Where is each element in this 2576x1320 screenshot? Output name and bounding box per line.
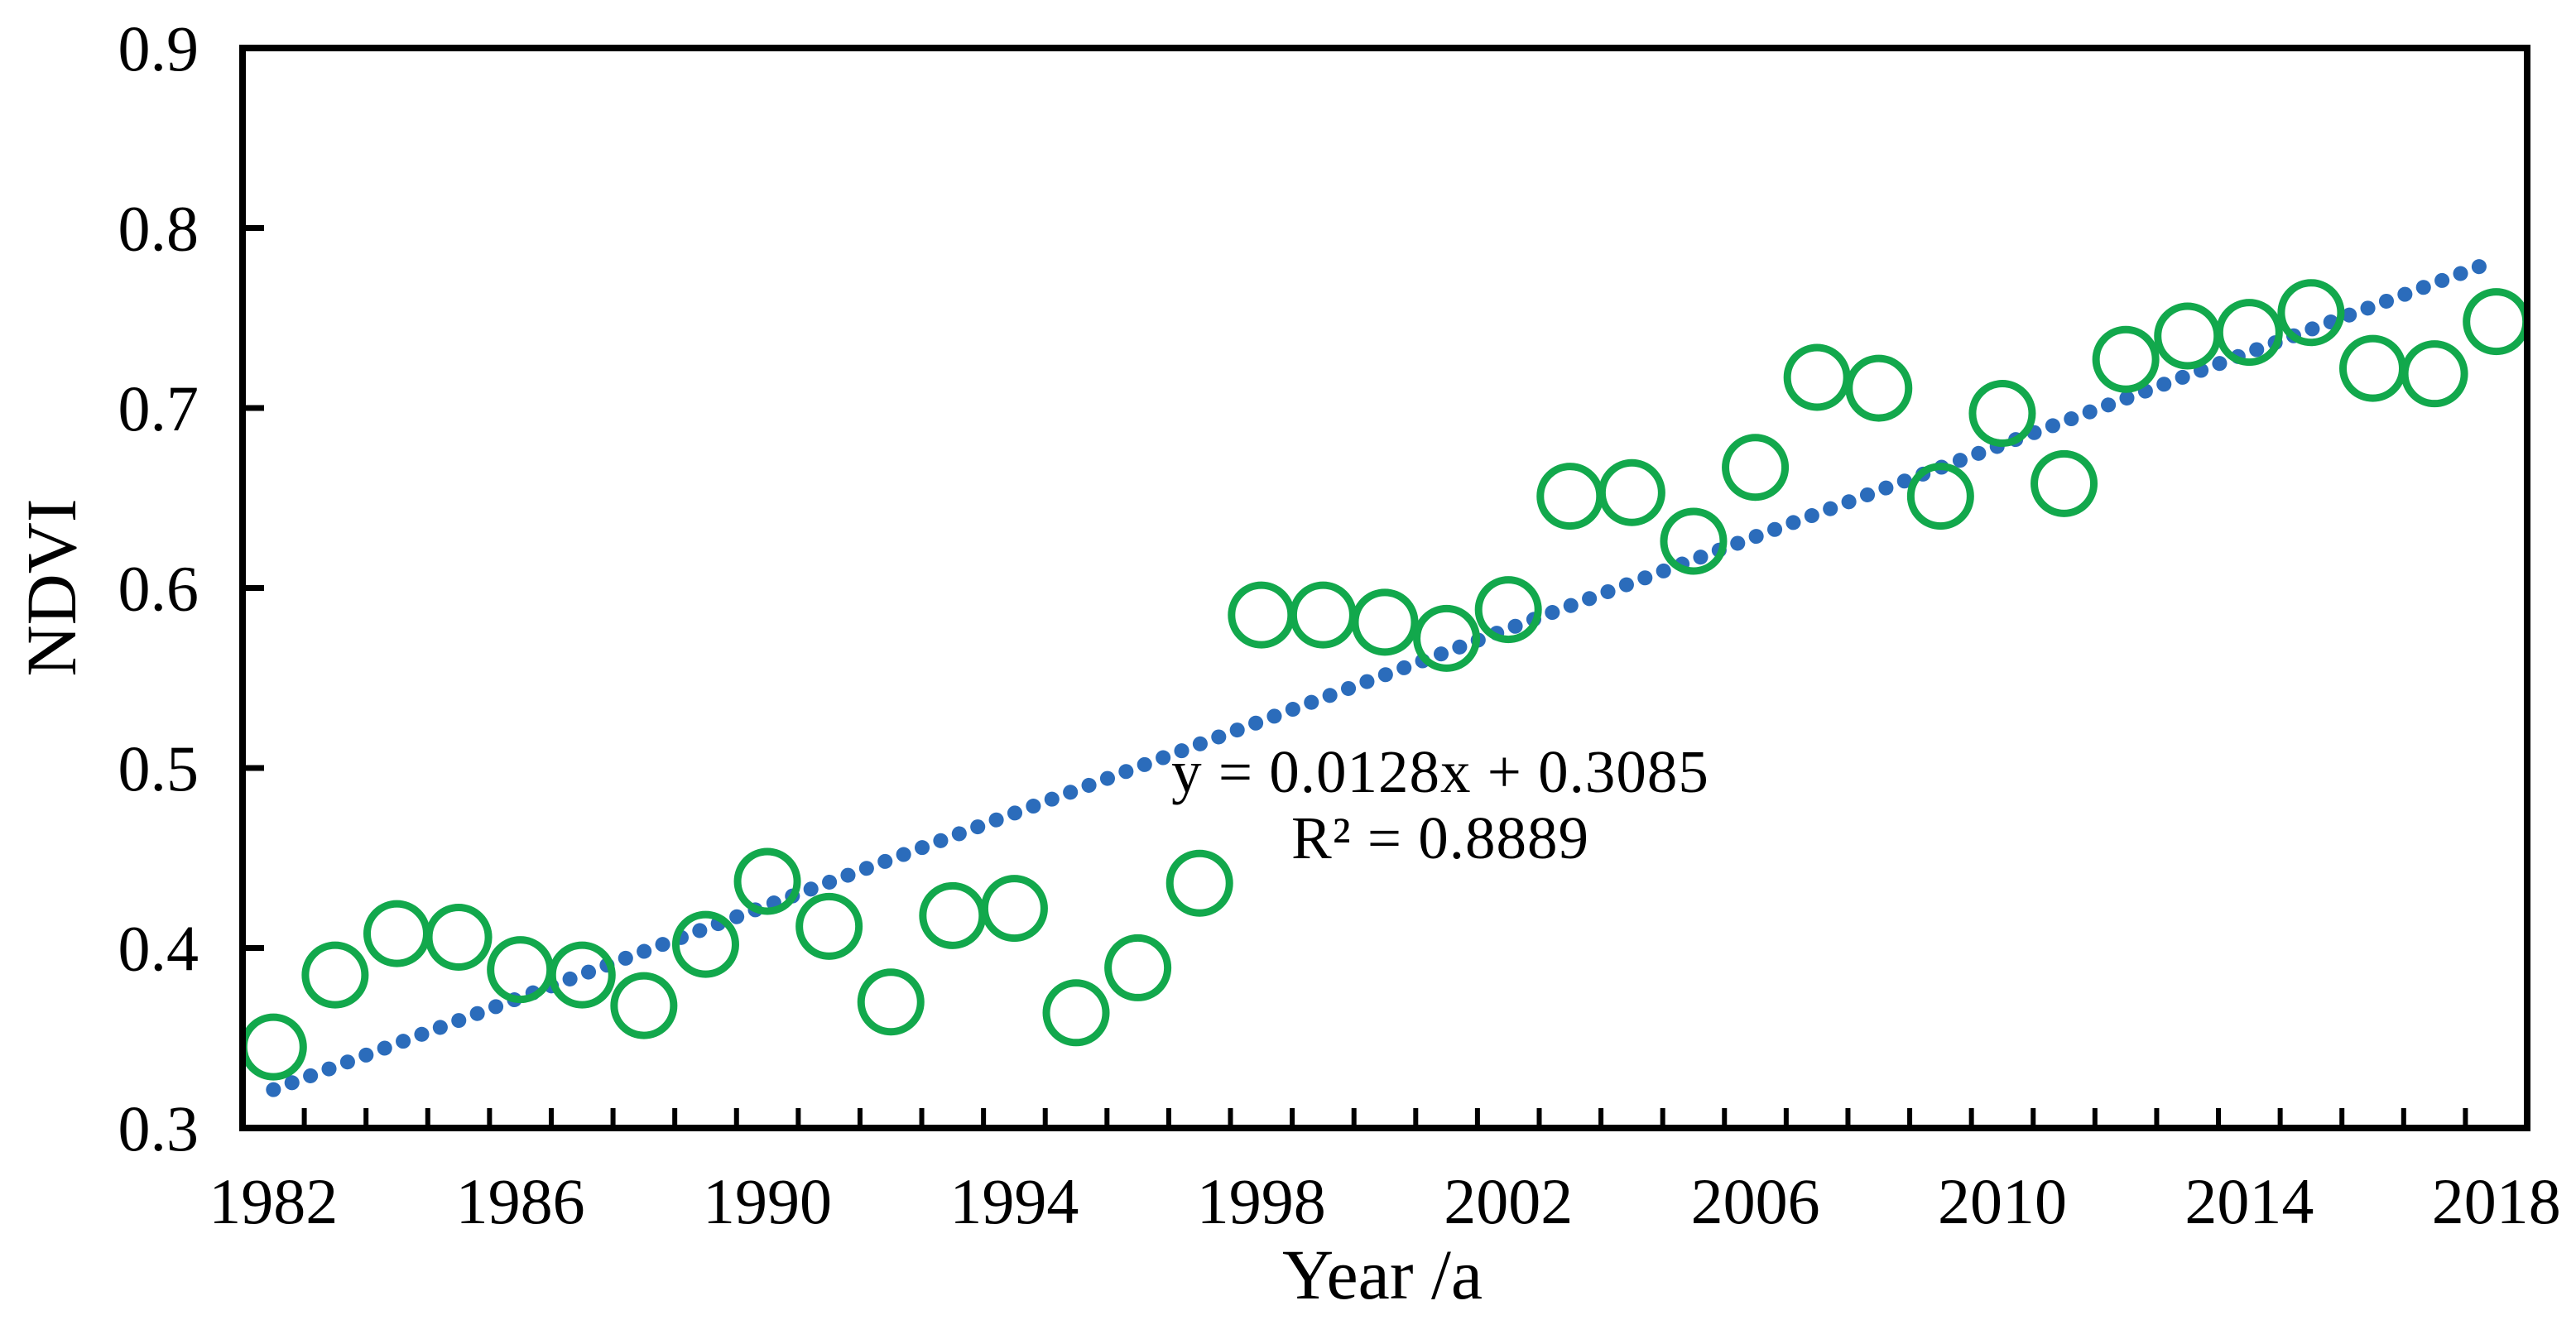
data-point-1995 (1042, 979, 1110, 1047)
trendline-equation-line1: y = 0.0128x + 0.3085 (1171, 738, 1709, 805)
data-point-2002 (1474, 576, 1542, 644)
data-point-1997 (1165, 849, 1233, 917)
data-point-1999 (1289, 581, 1357, 649)
x-tick-label-2018: 2018 (2432, 1165, 2561, 1237)
trendline (266, 252, 2504, 1097)
data-point-2009 (1906, 463, 1974, 530)
y-tick-label-0.8: 0.8 (118, 193, 199, 265)
data-point-2015 (2277, 279, 2345, 347)
trendline-equation: y = 0.0128x + 0.3085 R² = 0.8889 (1026, 739, 1854, 871)
data-point-2011 (2031, 449, 2098, 517)
x-axis-title: Year /a (1281, 1235, 1483, 1314)
x-axis-ticks (301, 1108, 2468, 1128)
x-tick-label-1982: 1982 (209, 1165, 338, 1237)
data-point-1994 (980, 875, 1048, 943)
data-point-2013 (2154, 302, 2222, 370)
data-point-2014 (2215, 299, 2283, 367)
data-point-2007 (1783, 343, 1851, 411)
data-point-1982 (239, 1013, 307, 1081)
y-tick-label-0.9: 0.9 (118, 12, 199, 84)
y-tick-label-0.3: 0.3 (118, 1092, 199, 1164)
y-axis-ticks (243, 225, 264, 951)
y-tick-label-0.7: 0.7 (118, 372, 199, 444)
data-point-1983 (301, 941, 369, 1009)
data-points (239, 279, 2530, 1081)
x-tick-label-2002: 2002 (1444, 1165, 1573, 1237)
data-point-2016 (2339, 334, 2407, 402)
data-point-2006 (1722, 434, 1790, 502)
data-point-1986 (487, 936, 555, 1004)
data-point-1992 (857, 968, 925, 1036)
data-point-1987 (548, 941, 616, 1009)
trendline-equation-line2: R² = 0.8889 (1291, 804, 1589, 871)
data-point-2018 (2463, 288, 2530, 356)
data-point-1996 (1104, 934, 1172, 1001)
data-point-2003 (1536, 463, 1604, 530)
y-tick-label-0.5: 0.5 (118, 732, 199, 804)
data-point-2000 (1351, 588, 1419, 656)
y-tick-labels: 0.3 0.4 0.5 0.6 0.7 0.8 0.9 (118, 12, 199, 1164)
y-tick-label-0.4: 0.4 (118, 913, 199, 985)
data-point-1991 (795, 892, 863, 960)
x-tick-labels: 1982 1986 1990 1994 1998 2002 2006 2010 2014 2018 (209, 1165, 2560, 1237)
x-tick-label-1994: 1994 (949, 1165, 1079, 1237)
x-tick-label-1990: 1990 (703, 1165, 832, 1237)
data-point-2012 (2092, 325, 2160, 393)
data-point-1989 (671, 910, 739, 978)
trendline-dotted (266, 252, 2504, 1097)
data-point-1988 (610, 972, 678, 1039)
data-point-1993 (919, 881, 987, 949)
data-point-2010 (1968, 380, 2036, 448)
x-tick-label-1986: 1986 (456, 1165, 585, 1237)
x-tick-label-2010: 2010 (1938, 1165, 2067, 1237)
data-point-2017 (2401, 340, 2468, 408)
y-axis-title: NDVI (12, 498, 91, 677)
x-tick-label-1998: 1998 (1197, 1165, 1326, 1237)
data-point-2005 (1660, 507, 1728, 575)
data-point-1998 (1228, 581, 1295, 649)
x-tick-label-2006: 2006 (1691, 1165, 1820, 1237)
data-point-2004 (1598, 458, 1665, 526)
data-point-1985 (425, 903, 493, 971)
data-point-2008 (1845, 354, 1913, 422)
data-point-1990 (733, 847, 801, 915)
y-tick-label-0.6: 0.6 (118, 553, 199, 625)
data-point-1984 (363, 900, 430, 967)
data-point-2001 (1413, 604, 1481, 672)
x-tick-label-2014: 2014 (2184, 1165, 2314, 1237)
